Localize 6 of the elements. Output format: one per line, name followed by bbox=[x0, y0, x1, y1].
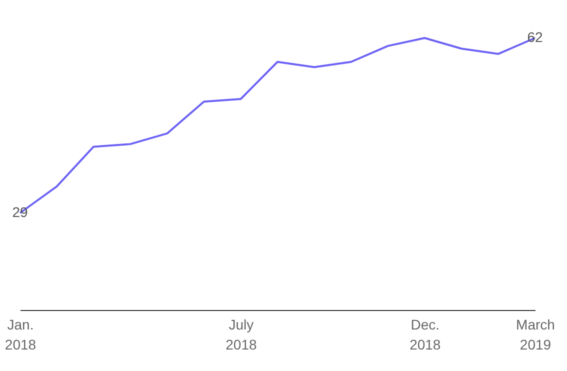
data-label: 62 bbox=[527, 29, 543, 45]
x-tick-label: Dec. 2018 bbox=[410, 316, 441, 352]
data-label: 29 bbox=[12, 204, 28, 220]
x-tick-label: July 2018 bbox=[226, 316, 257, 352]
x-tick-label: Jan. 2018 bbox=[4, 316, 36, 352]
x-tick-label: March 2019 bbox=[516, 316, 555, 352]
